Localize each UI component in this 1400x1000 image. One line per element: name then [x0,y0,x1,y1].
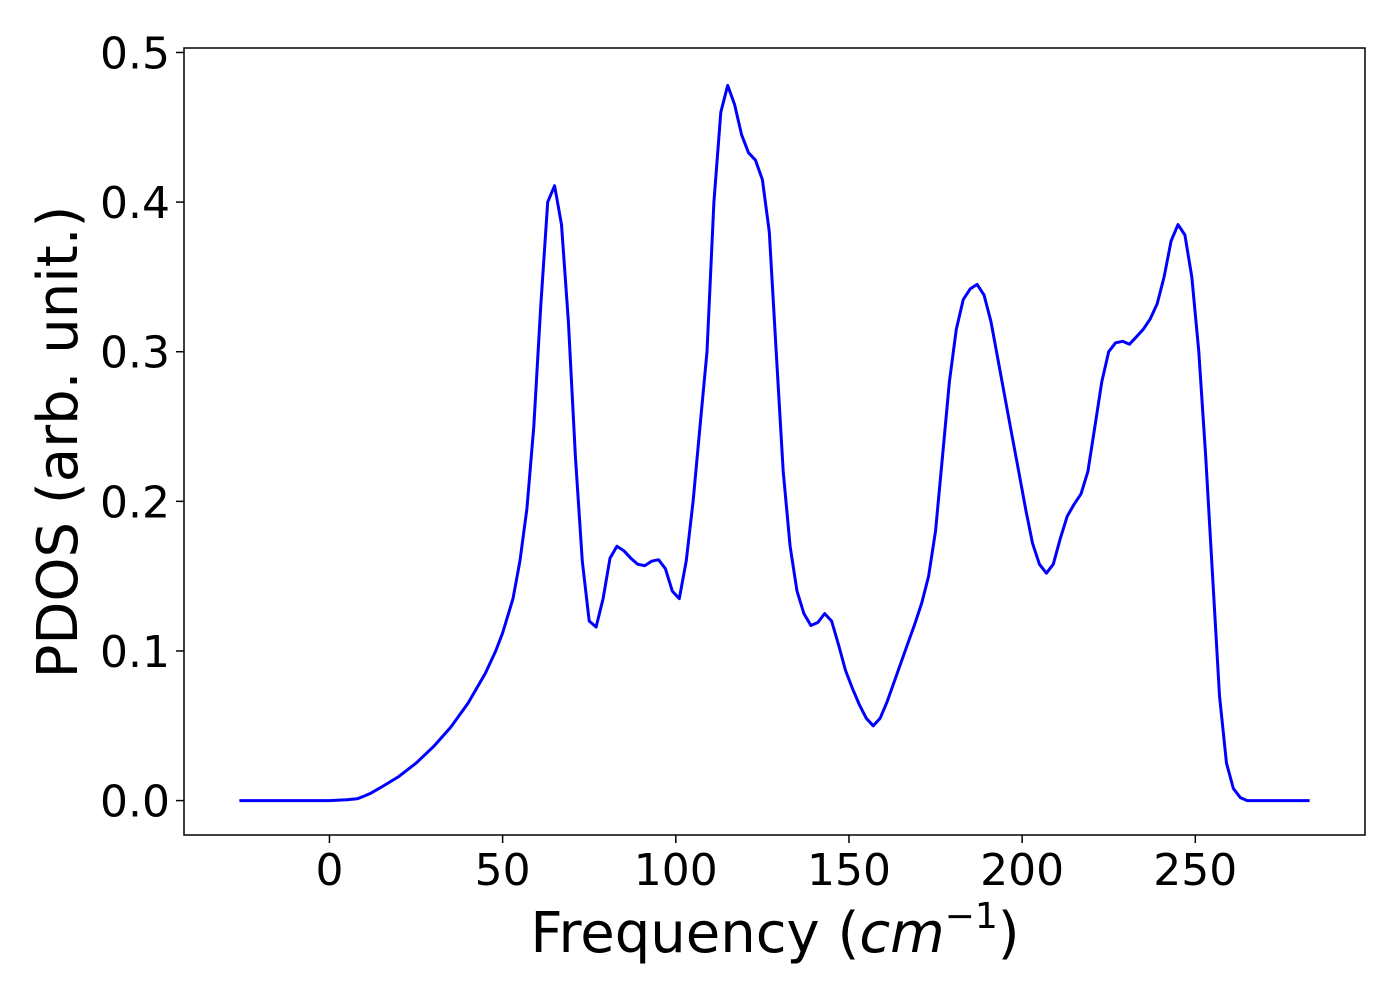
x-axis-label-exponent: −1 [945,896,998,937]
y-tick-label: 0.1 [100,627,170,678]
x-tick-label: 0 [315,845,343,896]
y-tick-label: 0.2 [100,477,170,528]
x-tick-label: 200 [980,845,1064,896]
x-tick-label: 100 [634,845,718,896]
plot-frame [183,47,1366,836]
series-layer [239,83,1310,803]
y-axis-ticks: 0.0 0.1 0.2 0.3 0.4 0.5 [100,28,184,828]
x-axis-ticks: 0 50 100 150 200 250 [315,835,1237,896]
pdos-series-line [239,83,1310,803]
x-tick-label: 50 [475,845,531,896]
x-axis-label-text: Frequency ( [530,901,859,966]
x-axis-label-unit: cm [859,901,944,966]
y-tick-label: 0.5 [100,28,170,79]
y-tick-label: 0.4 [100,178,170,229]
y-axis-label: PDOS (arb. unit.) [26,206,91,679]
x-tick-label: 150 [807,845,891,896]
x-tick-label: 250 [1153,845,1237,896]
x-axis-label-close: ) [998,901,1020,966]
x-axis-label: Frequency (cm−1) [530,896,1019,966]
y-tick-label: 0.3 [100,328,170,379]
y-tick-label: 0.0 [100,777,170,828]
